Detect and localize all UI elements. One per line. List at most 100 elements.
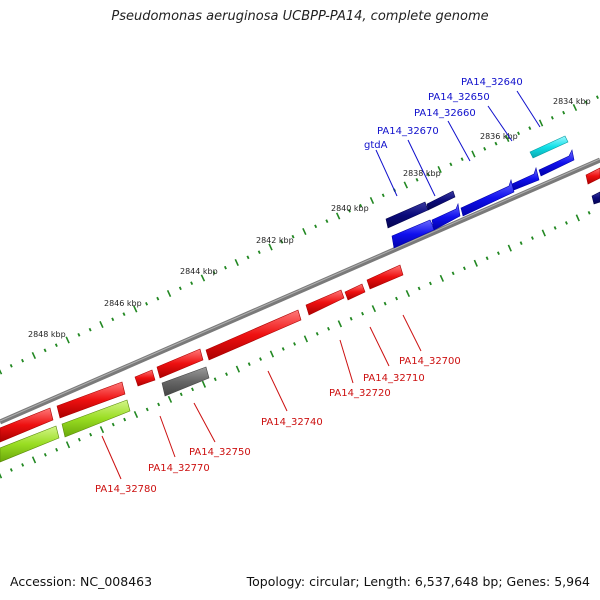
scale-tick-minor [111, 317, 115, 322]
scale-tick-minor [257, 250, 261, 254]
scale-tick-minor [281, 347, 285, 351]
gene-label[interactable]: PA14_32640 [461, 77, 523, 88]
scale-tick-minor [247, 362, 251, 366]
scale-tick-minor [347, 209, 351, 213]
scale-tick-major [335, 212, 341, 220]
upper-leaders [375, 90, 541, 197]
gene-feature[interactable] [391, 219, 435, 249]
scale-tick-minor [517, 131, 521, 136]
gene-feature[interactable] [205, 309, 302, 361]
scale-label: 2844 kbp [180, 267, 218, 276]
scale-tick-minor [451, 271, 455, 276]
gene-label[interactable]: PA14_32780 [95, 484, 157, 495]
scale-tick-major [507, 244, 512, 252]
gene-feature[interactable] [511, 166, 540, 191]
scale-tick-minor [212, 271, 216, 275]
scale-tick-minor [145, 407, 149, 412]
scale-tick-major [302, 227, 307, 236]
scale-tick-major [369, 196, 375, 205]
scale-tick-minor [280, 240, 284, 244]
gene-label[interactable]: PA14_32700 [399, 356, 461, 367]
gene-feature[interactable] [385, 201, 429, 229]
scale-label: 2846 kbp [104, 299, 142, 308]
gene-feature[interactable] [56, 381, 126, 419]
scale-tick-minor [77, 437, 81, 442]
scale-tick-major [31, 456, 37, 464]
scale-tick-minor [225, 372, 229, 376]
gene-feature[interactable] [161, 366, 210, 397]
gene-feature[interactable] [156, 348, 204, 379]
gene-label[interactable]: PA14_32670 [377, 126, 439, 137]
scale-tick-major [505, 134, 510, 143]
map-title: Pseudomonas aeruginosa UCBPP-PA14, compl… [111, 9, 489, 24]
gene-feature[interactable] [305, 289, 345, 316]
scale-tick-major [99, 320, 104, 329]
scale-label: 2838 kbp [403, 169, 441, 178]
gene-label[interactable]: PA14_32720 [329, 388, 391, 399]
scale-tick-minor [530, 236, 534, 240]
gene-label[interactable]: PA14_32770 [148, 463, 210, 474]
scale-tick-minor [156, 296, 160, 301]
gene-feature[interactable] [585, 167, 600, 185]
gene-label[interactable]: PA14_32650 [428, 92, 490, 103]
gene-label[interactable]: PA14_32710 [363, 373, 425, 384]
scale-tick-minor [145, 302, 149, 306]
scale-tick-major [405, 289, 411, 298]
scale-tick-minor [9, 364, 13, 368]
gene-feature[interactable] [529, 135, 569, 159]
scale-label: 2842 kbp [256, 236, 294, 245]
scale-tick-major [538, 119, 544, 127]
gene-label[interactable]: PA14_32660 [414, 108, 476, 119]
reverse-genes [0, 264, 404, 463]
gene-feature[interactable] [0, 407, 54, 443]
scale-label: 2834 kbp [553, 97, 591, 106]
scale-tick-minor [428, 281, 432, 286]
scale-tick-minor [178, 286, 182, 291]
gene-feature[interactable] [591, 191, 600, 205]
gene-label[interactable]: PA14_32740 [261, 417, 323, 428]
scale-tick-minor [359, 203, 363, 208]
scale-tick-minor [21, 358, 25, 363]
scale-tick-major [201, 380, 207, 388]
scale-tick-major [473, 259, 478, 267]
scale-tick-minor [519, 241, 523, 245]
scale-tick-major [371, 305, 377, 313]
genome-backbone [0, 157, 600, 425]
scale-tick-minor [179, 392, 183, 397]
gene-feature[interactable] [134, 369, 156, 387]
gene-feature[interactable] [344, 283, 366, 301]
scale-tick-minor [383, 301, 387, 306]
scale-tick-minor [550, 116, 554, 120]
scale-tick-major [541, 229, 546, 237]
gene-feature[interactable] [426, 190, 456, 211]
scale-label: 2848 kbp [28, 330, 66, 339]
gene-feature[interactable] [0, 425, 60, 463]
scale-tick-minor [157, 402, 161, 407]
scale-tick-minor [562, 110, 566, 115]
scale-tick-minor [381, 193, 385, 198]
gene-label[interactable]: gtdA [364, 140, 388, 151]
scale-tick-minor [291, 234, 295, 239]
scale-tick-major [439, 274, 445, 282]
scale-tick-minor [314, 224, 318, 229]
scale-tick-major [575, 214, 580, 222]
scale-tick-minor [43, 453, 47, 457]
scale-tick-major [234, 258, 239, 267]
scale-tick-minor [483, 147, 487, 151]
scale-tick-minor [9, 468, 13, 472]
scale-tick-major [303, 335, 309, 343]
scale-tick-major [471, 150, 476, 158]
scale-tick-minor [213, 377, 217, 382]
scale-tick-minor [223, 265, 227, 270]
gene-feature[interactable] [61, 399, 131, 438]
gene-feature[interactable] [460, 178, 515, 217]
gene-feature[interactable] [538, 149, 575, 177]
scale-tick-minor [123, 417, 127, 422]
gene-feature[interactable] [366, 264, 404, 290]
scale-tick-minor [349, 316, 353, 321]
scale-tick-minor [191, 387, 195, 392]
scale-tick-minor [395, 296, 399, 301]
gene-label[interactable]: PA14_32750 [189, 447, 251, 458]
scale-tick-major [166, 289, 172, 298]
